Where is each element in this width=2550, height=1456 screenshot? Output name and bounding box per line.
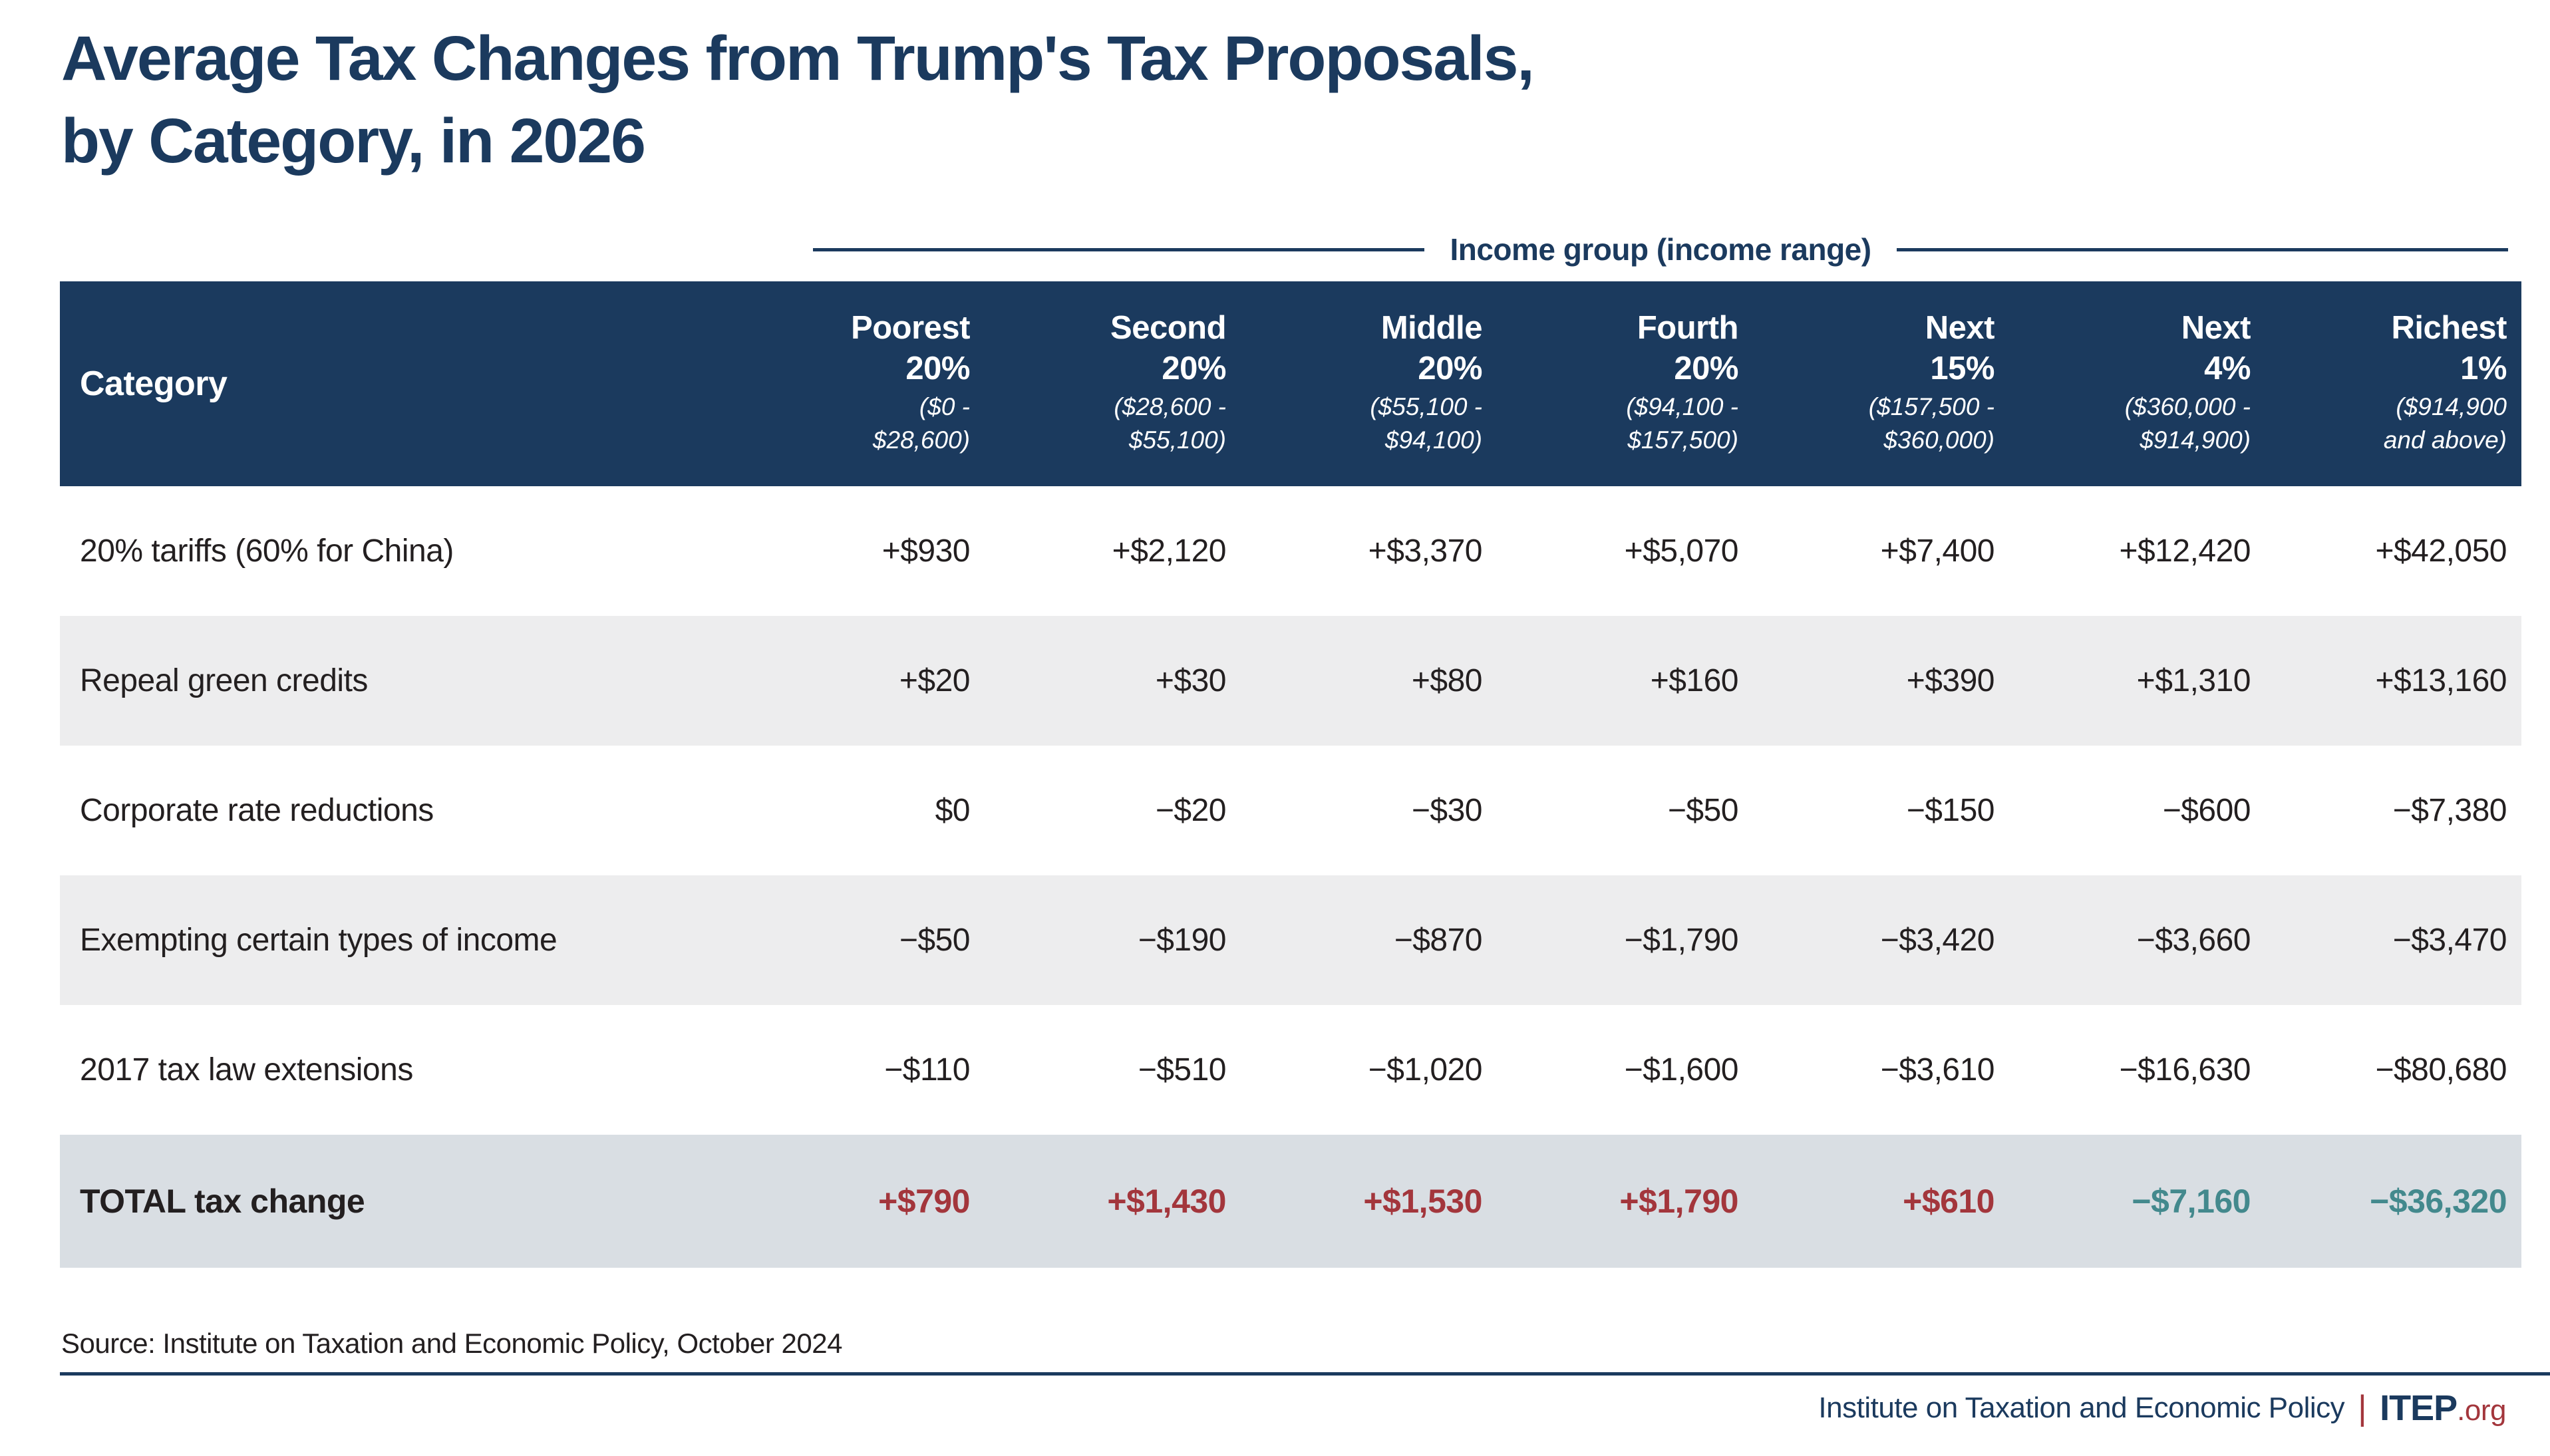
category-column-header: Category	[80, 364, 228, 403]
column-header-poorest-20: Poorest 20% ($0 - $28,600)	[851, 310, 970, 454]
table-cell: −$150	[1906, 793, 1995, 828]
itep-org-logo: ITEP.org	[2380, 1387, 2506, 1429]
table-row-tariffs: 20% tariffs (60% for China) +$930 +$2,12…	[60, 486, 2521, 616]
table-cell: −$1,600	[1624, 1052, 1739, 1088]
table-cell: +$42,050	[2375, 533, 2507, 569]
column-header-fourth-20: Fourth 20% ($94,100 - $157,500)	[1626, 310, 1738, 454]
right-rule	[1896, 247, 2509, 251]
table-cell: −$3,420	[1880, 923, 1995, 958]
table-cell: +$390	[1906, 663, 1995, 698]
chart-title-line-2: by Category, in 2026	[61, 106, 646, 176]
table-cell: −$50	[899, 923, 971, 958]
table-header-row: Category Poorest 20% ($0 - $28,600) Seco…	[60, 281, 2521, 486]
table-cell: −$510	[1138, 1052, 1227, 1088]
itep-logo-text: ITEP	[2380, 1388, 2458, 1428]
table-cell: +$1,310	[2136, 663, 2251, 698]
table-cell: −$600	[2162, 793, 2251, 828]
total-row-label: TOTAL tax change	[80, 1183, 365, 1220]
table-cell: +$30	[1155, 663, 1227, 698]
table-cell: −$190	[1138, 923, 1227, 958]
chart-title: Average Tax Changes from Trump's Tax Pro…	[61, 17, 1535, 182]
table-cell: −$20	[1155, 793, 1227, 828]
table-cell: −$1,790	[1624, 923, 1739, 958]
total-cell: +$610	[1903, 1183, 1994, 1220]
table-cell: −$1,020	[1368, 1052, 1483, 1088]
total-row: TOTAL tax change +$790 +$1,430 +$1,530 +…	[60, 1135, 2521, 1268]
footer-divider-line	[60, 1372, 2550, 1376]
total-cell: +$1,790	[1619, 1183, 1738, 1220]
table-cell: −$110	[884, 1052, 970, 1088]
column-header-next-4: Next 4% ($360,000 - $914,900)	[2124, 310, 2251, 454]
tax-change-table: Category Poorest 20% ($0 - $28,600) Seco…	[60, 281, 2521, 1268]
table-cell: +$5,070	[1624, 533, 1739, 569]
table-cell: +$12,420	[2119, 533, 2251, 569]
table-row-green-credits: Repeal green credits +$20 +$30 +$80 +$16…	[60, 616, 2521, 746]
left-rule	[813, 247, 1425, 251]
table-cell: −$870	[1394, 923, 1483, 958]
itep-logo-suffix: .org	[2457, 1394, 2506, 1427]
chart-title-line-1: Average Tax Changes from Trump's Tax Pro…	[61, 23, 1535, 94]
total-cell: −$7,160	[2132, 1183, 2251, 1220]
column-header-next-15: Next 15% ($157,500 - $360,000)	[1868, 310, 1995, 454]
table-cell: +$80	[1411, 663, 1483, 698]
table-cell: −$3,660	[2136, 923, 2251, 958]
table-cell: −$50	[1667, 793, 1739, 828]
table-cell: −$80,680	[2375, 1052, 2507, 1088]
total-cell: −$36,320	[2370, 1183, 2507, 1220]
total-cell: +$1,430	[1107, 1183, 1226, 1220]
footer-brand: Institute on Taxation and Economic Polic…	[1818, 1387, 2506, 1429]
table-cell: +$930	[881, 533, 971, 569]
table-cell: +$2,120	[1112, 533, 1227, 569]
total-cell: +$1,530	[1363, 1183, 1482, 1220]
table-cell: +$20	[899, 663, 971, 698]
table-cell: −$7,380	[2392, 793, 2507, 828]
column-header-richest-1: Richest 1% ($914,900 and above)	[2383, 310, 2507, 454]
table-row-corporate-rate: Corporate rate reductions $0 −$20 −$30 −…	[60, 746, 2521, 875]
footer-org-name: Institute on Taxation and Economic Polic…	[1818, 1391, 2345, 1424]
table-row-2017-extensions: 2017 tax law extensions −$110 −$510 −$1,…	[60, 1005, 2521, 1135]
column-header-middle-20: Middle 20% ($55,100 - $94,100)	[1370, 310, 1482, 454]
table-cell: −$30	[1411, 793, 1483, 828]
total-cell: +$790	[878, 1183, 970, 1220]
table-row-exempt-income: Exempting certain types of income −$50 −…	[60, 875, 2521, 1005]
income-group-header: Income group (income range)	[813, 226, 2509, 273]
footer-separator: |	[2358, 1389, 2367, 1427]
table-cell: $0	[935, 793, 971, 828]
table-cell: +$3,370	[1368, 533, 1483, 569]
table-cell: +$160	[1650, 663, 1739, 698]
table-cell: −$16,630	[2119, 1052, 2251, 1088]
income-group-label: Income group (income range)	[1450, 232, 1871, 267]
source-note: Source: Institute on Taxation and Econom…	[61, 1328, 842, 1359]
column-header-second-20: Second 20% ($28,600 - $55,100)	[1110, 310, 1226, 454]
table-cell: +$7,400	[1880, 533, 1995, 569]
table-cell: +$13,160	[2375, 663, 2507, 698]
table-cell: −$3,610	[1880, 1052, 1995, 1088]
table-cell: −$3,470	[2392, 923, 2507, 958]
